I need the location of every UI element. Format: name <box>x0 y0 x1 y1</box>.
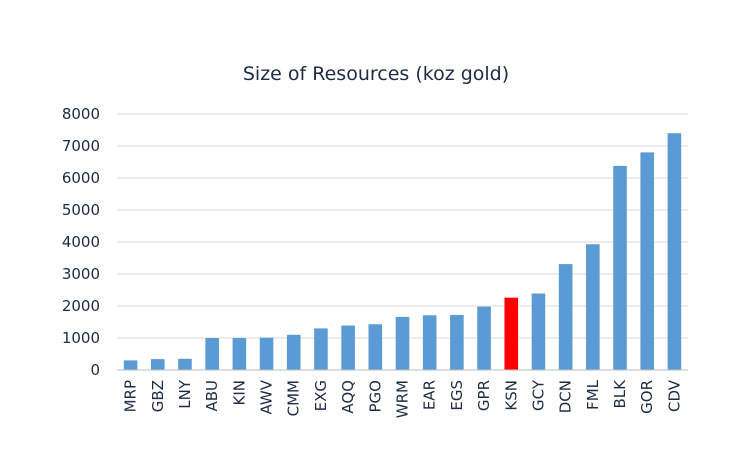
bar-exg <box>314 328 328 370</box>
x-tick-label: AWV <box>258 379 276 414</box>
x-tick-label: FML <box>584 379 602 410</box>
bar-aqq <box>341 325 355 370</box>
bar-ear <box>422 315 437 370</box>
x-tick-label: WRM <box>394 380 412 418</box>
x-tick-label: CMM <box>285 380 303 416</box>
y-axis-ticks: 0 1000 2000 3000 4000 5000 6000 7000 8000 <box>62 105 100 379</box>
bar-fml <box>586 244 600 370</box>
bar-cmm <box>286 334 301 370</box>
bars <box>123 133 682 370</box>
bar-gpr <box>477 306 491 370</box>
bar-gbz <box>150 359 165 370</box>
gridlines <box>117 113 688 339</box>
x-tick-label: GBZ <box>149 380 167 412</box>
y-tick-label: 7000 <box>62 137 100 155</box>
x-tick-label: EAR <box>421 380 439 410</box>
bar-abu <box>205 338 219 370</box>
bar-gcy <box>531 293 546 370</box>
x-tick-label: DCN <box>557 380 575 413</box>
chart-title: Size of Resources (koz gold) <box>243 63 509 85</box>
bar-egs <box>450 314 464 370</box>
bar-blk <box>613 165 627 370</box>
x-tick-label: MRP <box>122 380 140 412</box>
x-tick-label: GCY <box>529 379 547 411</box>
bar-cdv <box>667 133 682 370</box>
y-tick-label: 0 <box>90 361 100 379</box>
bar-mrp <box>123 360 138 370</box>
x-tick-label: KSN <box>502 380 520 411</box>
y-tick-label: 6000 <box>62 169 100 187</box>
bar-awv <box>259 337 274 370</box>
bar-gor <box>640 152 655 370</box>
y-tick-label: 1000 <box>62 329 100 347</box>
x-tick-label: ABU <box>203 380 221 412</box>
y-tick-label: 4000 <box>62 233 100 251</box>
x-tick-label: AQQ <box>339 380 357 414</box>
x-tick-label: KIN <box>230 380 248 405</box>
x-tick-label: PGO <box>366 380 384 412</box>
bar-ksn <box>504 297 519 370</box>
x-tick-label: GPR <box>475 380 493 411</box>
bar-dcn <box>558 264 573 370</box>
y-tick-label: 8000 <box>62 105 100 123</box>
y-tick-label: 3000 <box>62 265 100 283</box>
bar-kin <box>232 338 247 370</box>
y-tick-label: 2000 <box>62 297 100 315</box>
x-tick-label: EGS <box>448 380 466 411</box>
x-tick-label: EXG <box>312 380 330 411</box>
x-tick-label: CDV <box>665 379 683 412</box>
x-tick-label: BLK <box>611 379 629 409</box>
x-axis-labels: MRP GBZ LNY ABU KIN AWV CMM EXG AQQ PGO WRM EAR EGS G… <box>122 379 684 418</box>
x-tick-label: LNY <box>176 379 194 409</box>
bar-pgo <box>368 324 383 370</box>
y-tick-label: 5000 <box>62 201 100 219</box>
bar-wrm <box>395 316 410 370</box>
bar-lny <box>178 358 192 370</box>
x-tick-label: GOR <box>638 380 656 414</box>
